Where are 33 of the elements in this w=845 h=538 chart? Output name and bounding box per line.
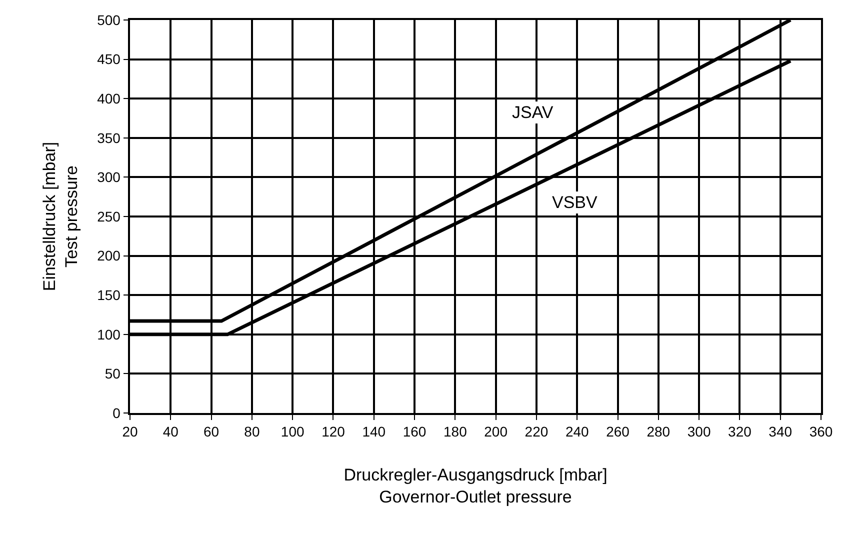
- y-tick-label: 350: [97, 130, 121, 146]
- x-tick-label: 180: [444, 424, 468, 440]
- x-tick-label: 200: [484, 424, 508, 440]
- y-tick-label: 150: [97, 287, 121, 303]
- y-tick-label: 500: [97, 12, 121, 28]
- y-tick-label: 400: [97, 90, 121, 106]
- y-tick-label: 0: [112, 404, 121, 421]
- x-tick-label: 100: [280, 424, 304, 440]
- y-tick-label: 200: [97, 248, 121, 264]
- y-axis-title: Einstelldruck [mbar] Test pressure: [40, 142, 82, 292]
- x-tick-label: 20: [122, 424, 138, 440]
- x-tick-label: 260: [606, 424, 630, 440]
- x-tick-label: 320: [728, 424, 752, 440]
- y-tick-label: 300: [97, 169, 121, 186]
- y-tick-label: 250: [97, 208, 121, 224]
- x-tick-label: 220: [524, 424, 548, 440]
- x-tick-label: 300: [687, 424, 711, 440]
- series-label: VSBV: [552, 193, 598, 212]
- x-axis-title: Druckregler-Ausgangsdruck [mbar] Governor-Outlet pressure: [344, 465, 608, 507]
- x-tick-label: 60: [204, 424, 220, 440]
- x-tick-label: 360: [809, 424, 833, 440]
- y-tick-label: 100: [97, 326, 121, 342]
- x-tick-label: 160: [402, 424, 426, 440]
- x-tick-label: 40: [162, 424, 179, 440]
- x-tick-label: 140: [362, 424, 386, 440]
- x-tick-label: 280: [646, 424, 670, 440]
- y-tick-label: 50: [104, 366, 121, 382]
- x-tick-label: 340: [768, 424, 792, 440]
- y-tick-label: 450: [97, 51, 121, 68]
- series-label: JSAV: [512, 103, 554, 122]
- x-tick-label: 80: [244, 424, 260, 440]
- x-tick-label: 240: [565, 424, 590, 440]
- x-tick-label: 120: [322, 424, 346, 440]
